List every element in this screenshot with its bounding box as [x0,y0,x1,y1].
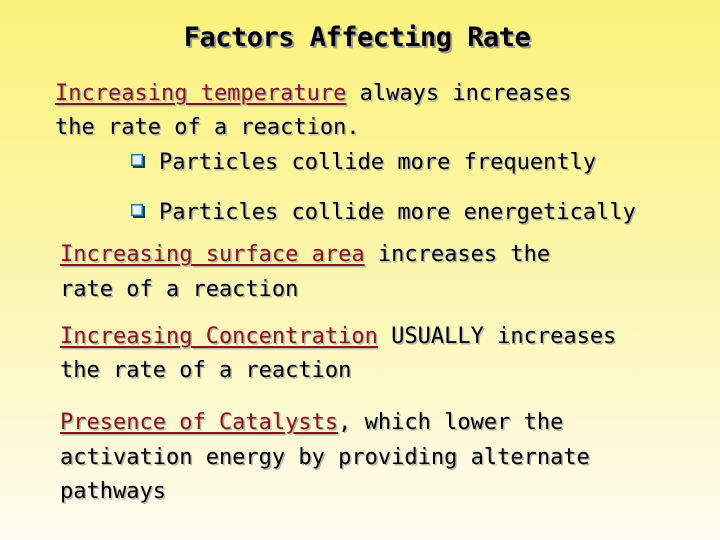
point-surface-area-text: increases the [364,242,551,267]
checkbox-bullet-icon [131,204,145,218]
checkbox-bullet-icon [131,154,145,168]
point-temperature-line-2: the rate of a reaction. [55,115,360,140]
point-catalysts-text: , which lower the [338,410,564,435]
point-surface-area-line-1: Increasing surface area increases the [60,241,550,269]
point-surface-area-heading: Increasing surface area [60,242,365,267]
slide-title: Factors Affecting Rate [183,22,531,53]
point-catalysts-line-2: activation energy by providing alternate [60,445,590,470]
point-concentration-line-2: the rate of a reaction [60,358,352,383]
point-catalysts-line-1: Presence of Catalysts, which lower the [60,409,563,437]
sub-bullet-text: Particles collide more frequently [159,150,597,175]
point-temperature-text: always increases [346,81,572,106]
point-temperature-heading: Increasing temperature [55,81,347,106]
point-concentration-text: USUALLY increases [377,324,617,349]
sub-bullet-text: Particles collide more energetically [159,200,636,225]
point-temperature-line-1: Increasing temperature always increases [55,80,572,108]
point-concentration-line-1: Increasing Concentration USUALLY increas… [60,323,616,351]
sub-bullet-energetically: Particles collide more energetically [131,199,636,227]
point-catalysts-line-3: pathways [60,479,166,504]
point-catalysts-heading: Presence of Catalysts [60,410,339,435]
point-surface-area-line-2: rate of a reaction [60,277,299,302]
point-concentration-heading: Increasing Concentration [60,324,378,349]
sub-bullet-frequently: Particles collide more frequently [131,149,596,177]
